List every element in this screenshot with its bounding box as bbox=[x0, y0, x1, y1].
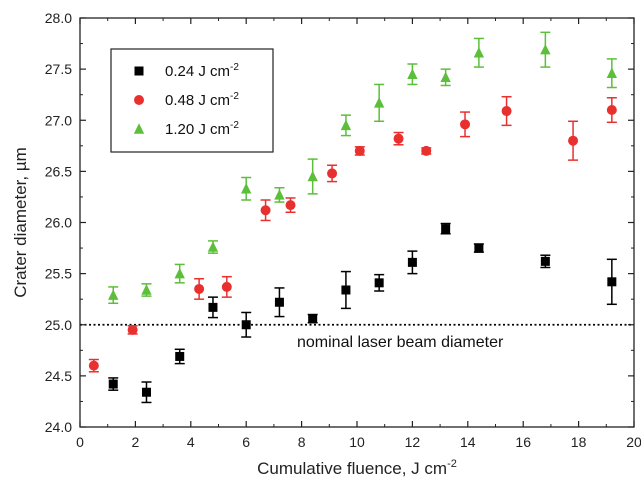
y-axis-title: Crater diameter, µm bbox=[11, 147, 30, 298]
y-tick-label: 28.0 bbox=[45, 10, 72, 26]
series-square bbox=[108, 222, 617, 404]
legend-label: 1.20 J cm-2 bbox=[165, 120, 239, 138]
data-point bbox=[501, 106, 512, 117]
y-tick-label: 26.5 bbox=[45, 163, 72, 179]
x-tick-label: 4 bbox=[187, 434, 195, 450]
data-point bbox=[606, 67, 618, 78]
data-point bbox=[241, 183, 252, 194]
data-point bbox=[440, 71, 451, 83]
data-point bbox=[421, 145, 432, 156]
data-point bbox=[133, 123, 145, 134]
series-triangle bbox=[108, 31, 618, 305]
data-point bbox=[308, 314, 318, 324]
x-tick-label: 20 bbox=[626, 434, 641, 450]
y-tick-label: 27.0 bbox=[45, 112, 72, 128]
y-tick-label: 24.5 bbox=[45, 368, 72, 384]
data-point bbox=[141, 284, 152, 295]
data-point bbox=[568, 135, 579, 146]
data-point bbox=[127, 324, 138, 335]
data-point bbox=[393, 133, 404, 144]
data-point bbox=[327, 168, 338, 179]
data-point bbox=[407, 257, 417, 267]
y-tick-label: 26.0 bbox=[45, 215, 72, 231]
data-point bbox=[460, 119, 471, 130]
data-point bbox=[88, 360, 99, 371]
x-tick-label: 0 bbox=[76, 434, 84, 450]
x-tick-label: 12 bbox=[405, 434, 421, 450]
data-point bbox=[221, 281, 232, 292]
series-circle bbox=[88, 95, 617, 373]
data-point bbox=[108, 289, 119, 300]
x-tick-label: 16 bbox=[515, 434, 531, 450]
x-axis-title: Cumulative fluence, J cm-2 bbox=[257, 458, 457, 478]
data-point bbox=[540, 43, 551, 55]
y-tick-label: 25.0 bbox=[45, 317, 72, 333]
data-point bbox=[340, 119, 352, 131]
data-point bbox=[354, 145, 365, 156]
data-point bbox=[134, 95, 144, 105]
data-point bbox=[606, 105, 617, 116]
axis-ticks: 0 2 4 6 8 10 12 14 16 18 20 24.0 24.5 25.0 25.5 26.0 26.… bbox=[45, 10, 641, 450]
data-point bbox=[307, 170, 318, 182]
data-point bbox=[175, 351, 185, 361]
nominal-diameter-label: nominal laser beam diameter bbox=[297, 334, 504, 351]
x-tick-label: 8 bbox=[298, 434, 306, 450]
data-point bbox=[441, 224, 451, 234]
data-point bbox=[407, 68, 418, 79]
data-point bbox=[373, 97, 385, 108]
data-point bbox=[208, 302, 218, 312]
y-tick-label: 24.0 bbox=[45, 419, 72, 435]
data-point bbox=[260, 205, 271, 216]
data-point bbox=[474, 243, 484, 253]
x-tick-label: 10 bbox=[349, 434, 365, 450]
x-tick-label: 2 bbox=[132, 434, 140, 450]
legend-label: 0.48 J cm-2 bbox=[165, 91, 239, 109]
data-point bbox=[607, 277, 617, 287]
x-tick-label: 14 bbox=[460, 434, 476, 450]
data-point bbox=[374, 278, 384, 288]
legend-label: 0.24 J cm-2 bbox=[165, 62, 239, 80]
y-tick-label: 27.5 bbox=[45, 61, 72, 77]
data-point bbox=[134, 66, 144, 76]
x-tick-label: 6 bbox=[242, 434, 250, 450]
data-point bbox=[141, 387, 151, 397]
legend: 0.24 J cm-2 0.48 J cm-2 1.20 J cm-2 bbox=[110, 48, 274, 153]
data-point bbox=[194, 283, 205, 294]
data-point bbox=[274, 297, 284, 307]
data-point bbox=[540, 256, 550, 266]
x-tick-label: 18 bbox=[571, 434, 587, 450]
data-point bbox=[174, 267, 185, 279]
data-point bbox=[341, 285, 351, 295]
data-point bbox=[207, 241, 219, 252]
data-point bbox=[274, 189, 285, 200]
data-point bbox=[473, 47, 485, 58]
data-point bbox=[285, 200, 296, 211]
series-layer bbox=[88, 31, 618, 404]
y-tick-label: 25.5 bbox=[45, 266, 72, 282]
data-point bbox=[241, 320, 251, 330]
data-point bbox=[108, 379, 118, 389]
reference-line-group: nominal laser beam diameter bbox=[80, 323, 634, 351]
